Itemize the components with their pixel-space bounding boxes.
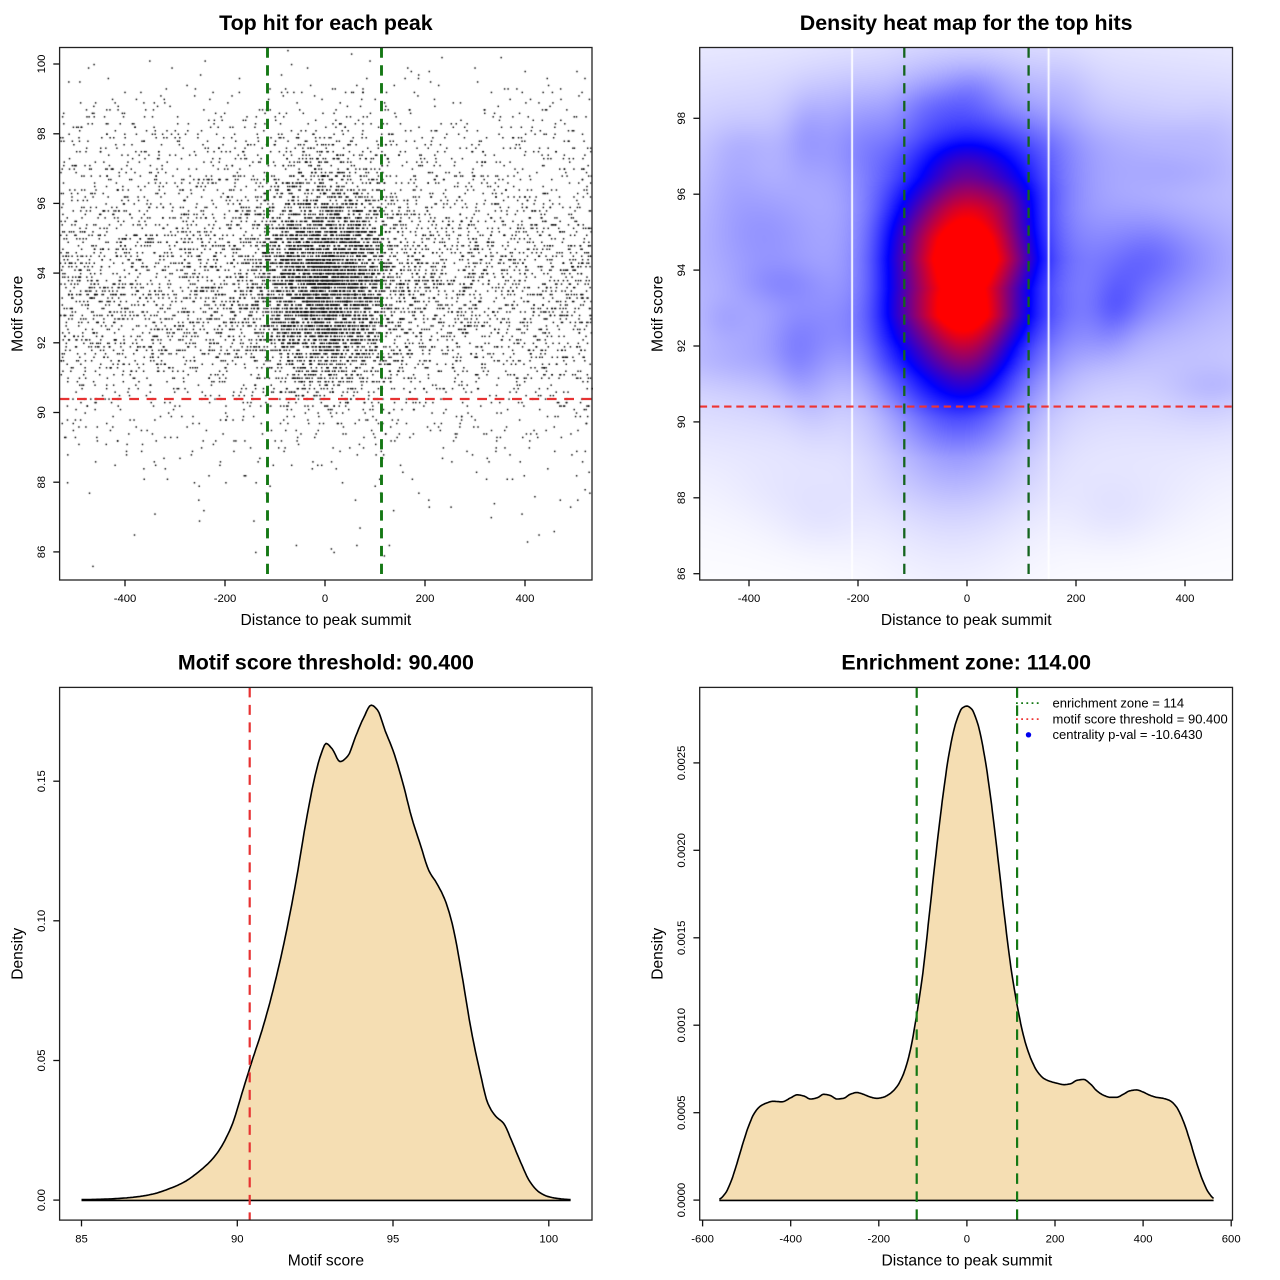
svg-text:Motif score threshold: 90.400: Motif score threshold: 90.400 — [178, 651, 474, 675]
svg-text:Distance to peak summit: Distance to peak summit — [882, 1252, 1053, 1269]
svg-text:88: 88 — [36, 476, 48, 489]
svg-text:-400: -400 — [114, 593, 137, 605]
svg-text:92: 92 — [676, 340, 688, 353]
svg-text:95: 95 — [387, 1234, 400, 1246]
svg-text:-200: -200 — [214, 593, 237, 605]
svg-text:0: 0 — [964, 593, 970, 605]
svg-text:400: 400 — [516, 593, 535, 605]
svg-text:0.10: 0.10 — [36, 910, 48, 932]
svg-text:200: 200 — [1046, 1234, 1065, 1246]
svg-text:Top hit for each peak: Top hit for each peak — [219, 11, 433, 35]
svg-text:0.0000: 0.0000 — [676, 1183, 688, 1218]
svg-text:Motif score: Motif score — [10, 276, 27, 352]
svg-text:enrichment zone = 114: enrichment zone = 114 — [1053, 696, 1185, 711]
svg-text:200: 200 — [416, 593, 435, 605]
svg-text:0: 0 — [964, 1234, 970, 1246]
svg-text:96: 96 — [676, 188, 688, 201]
svg-text:centrality p-val = -10.6430: centrality p-val = -10.6430 — [1053, 727, 1203, 742]
svg-text:400: 400 — [1134, 1234, 1153, 1246]
svg-text:85: 85 — [75, 1234, 88, 1246]
svg-text:98: 98 — [36, 128, 48, 141]
svg-text:Density: Density — [650, 928, 667, 980]
svg-text:Distance to peak summit: Distance to peak summit — [241, 612, 412, 629]
svg-text:Enrichment zone: 114.00: Enrichment zone: 114.00 — [841, 651, 1091, 675]
svg-text:600: 600 — [1222, 1234, 1241, 1246]
svg-text:-200: -200 — [847, 593, 870, 605]
svg-text:96: 96 — [36, 197, 48, 210]
svg-text:0.05: 0.05 — [36, 1050, 48, 1072]
svg-text:86: 86 — [676, 567, 688, 580]
svg-text:0.0015: 0.0015 — [676, 921, 688, 956]
svg-text:90: 90 — [676, 416, 688, 429]
svg-text:0.0005: 0.0005 — [676, 1095, 688, 1130]
svg-text:Density: Density — [10, 928, 27, 980]
svg-text:100: 100 — [539, 1234, 558, 1246]
svg-text:100: 100 — [36, 55, 48, 74]
svg-text:90: 90 — [231, 1234, 244, 1246]
svg-text:-200: -200 — [867, 1234, 890, 1246]
svg-text:94: 94 — [36, 267, 48, 280]
svg-text:-400: -400 — [779, 1234, 802, 1246]
svg-text:200: 200 — [1067, 593, 1086, 605]
svg-text:88: 88 — [676, 492, 688, 505]
svg-text:-400: -400 — [738, 593, 761, 605]
svg-text:86: 86 — [36, 546, 48, 559]
svg-text:400: 400 — [1176, 593, 1195, 605]
svg-text:0.0025: 0.0025 — [676, 746, 688, 781]
svg-text:-600: -600 — [691, 1234, 714, 1246]
svg-text:Motif score: Motif score — [288, 1252, 364, 1269]
svg-text:Density heat map for the top h: Density heat map for the top hits — [800, 11, 1133, 35]
svg-text:94: 94 — [676, 264, 688, 277]
svg-text:0.0020: 0.0020 — [676, 833, 688, 868]
svg-text:0.00: 0.00 — [36, 1189, 48, 1211]
svg-text:Motif score: Motif score — [650, 276, 667, 352]
svg-text:0.0010: 0.0010 — [676, 1008, 688, 1043]
svg-text:Distance to peak summit: Distance to peak summit — [881, 612, 1052, 629]
svg-text:90: 90 — [36, 406, 48, 419]
svg-text:92: 92 — [36, 337, 48, 350]
svg-text:0: 0 — [322, 593, 328, 605]
svg-text:0.15: 0.15 — [36, 770, 48, 792]
svg-text:98: 98 — [676, 112, 688, 125]
svg-text:motif score threshold = 90.400: motif score threshold = 90.400 — [1053, 712, 1228, 727]
